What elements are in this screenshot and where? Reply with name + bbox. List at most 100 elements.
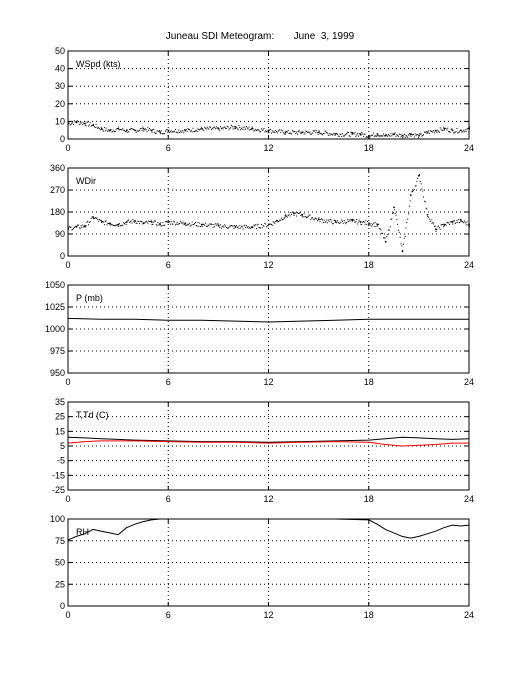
data-point [174,224,176,226]
data-point [208,128,210,130]
y-tick-label: -25 [52,485,65,495]
data-point [204,224,206,226]
data-point [153,128,155,130]
data-point [162,133,164,135]
data-point [408,205,410,207]
data-point [416,134,418,136]
data-point [110,129,112,131]
data-point [386,134,388,136]
data-point [413,136,415,138]
data-point [132,219,134,221]
data-point [139,128,141,130]
x-tick-label: 6 [166,143,171,153]
data-point [320,133,322,135]
data-point [236,227,238,229]
data-point [423,196,425,198]
data-point [100,126,102,128]
data-point [119,129,121,131]
data-point [149,221,151,223]
data-point [337,220,339,222]
data-point [401,134,404,137]
data-point [201,223,203,226]
data-point [154,220,156,222]
data-point [299,212,301,214]
data-point [192,224,194,226]
data-point [364,223,366,225]
data-point [281,129,283,131]
data-point [316,130,318,132]
data-point [424,201,426,203]
data-point [261,129,263,131]
data-point [109,224,111,226]
panel-label: RH [76,527,89,537]
data-point [316,220,318,222]
y-tick-label: 180 [50,207,65,217]
data-point [284,131,287,133]
data-point [128,219,130,221]
data-point [184,129,186,131]
data-point [149,221,151,223]
data-point [334,221,337,223]
data-point [350,218,352,220]
data-point [448,222,450,224]
data-point [465,131,467,133]
data-point [434,225,436,227]
data-point [290,212,292,214]
data-point [142,222,145,224]
data-point [78,224,80,226]
data-point [118,126,120,128]
data-point [248,126,250,128]
data-point [98,220,100,222]
data-point [73,227,75,229]
data-point [334,220,336,222]
data-point [359,134,361,136]
data-point [253,130,255,132]
data-point [377,223,379,225]
data-point [347,131,349,133]
data-point [467,127,469,129]
data-point [230,225,232,227]
data-point [363,133,365,135]
x-tick-label: 24 [464,610,474,620]
data-point [217,224,220,227]
data-point [68,122,70,124]
data-point [337,135,339,137]
data-point [301,215,303,217]
data-point [344,134,346,136]
data-point [191,131,193,133]
data-point [386,235,388,237]
data-point [326,222,328,224]
data-point [226,227,228,229]
data-point [451,221,454,223]
data-point [361,224,363,226]
data-point [447,127,449,129]
data-point [199,222,201,224]
data-point [192,127,194,129]
data-point [100,127,103,130]
data-point [368,222,370,224]
data-point [207,224,209,226]
y-tick-label: 270 [50,185,65,195]
data-point [195,225,197,227]
x-tick-label: 18 [364,143,374,153]
data-point [268,129,270,132]
data-point [155,132,157,134]
x-tick-label: 24 [464,260,474,270]
data-point [240,129,242,131]
data-point [325,131,327,133]
data-point [459,218,461,220]
data-point [252,226,254,228]
data-point [111,224,113,226]
data-point [460,129,462,132]
data-point [165,129,167,131]
x-tick-label: 24 [464,494,474,504]
data-point [414,185,416,187]
data-point [136,130,138,132]
data-point [144,128,146,130]
data-point [408,134,410,136]
data-point [303,133,305,135]
data-point [212,226,214,228]
data-point [369,136,371,138]
y-tick-label: 15 [55,426,65,436]
data-point [323,133,325,135]
